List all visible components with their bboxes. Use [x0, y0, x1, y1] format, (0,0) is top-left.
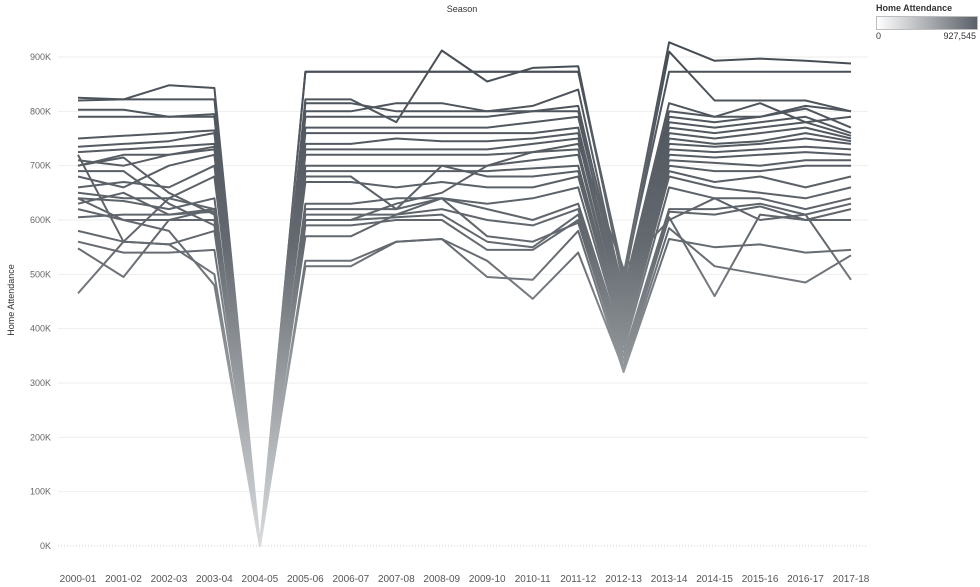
- series-line: [77, 205, 852, 547]
- x-tick-label: 2003-04: [196, 574, 233, 585]
- series-line: [77, 126, 852, 547]
- y-tick-label: 700K: [30, 161, 51, 171]
- series-line: [77, 175, 852, 547]
- y-tick-label: 600K: [30, 215, 51, 225]
- legend-min-label: 0: [876, 31, 882, 41]
- series-line: [77, 186, 852, 547]
- y-tick-label: 100K: [30, 487, 51, 497]
- x-tick-label: 2011-12: [560, 574, 596, 585]
- x-tick-label: 2009-10: [469, 574, 506, 585]
- series-line: [77, 156, 851, 547]
- series-line: [77, 121, 852, 547]
- series-line: [77, 164, 851, 547]
- x-tick-label: 2012-13: [605, 574, 642, 585]
- x-tick-label: 2006-07: [332, 574, 369, 585]
- series-line: [77, 137, 852, 547]
- x-tick-label: 2013-14: [651, 574, 688, 585]
- x-tick-label: 2002-03: [151, 574, 188, 585]
- x-tick-label: 2001-02: [105, 574, 142, 585]
- x-tick-label: 2014-15: [696, 574, 733, 585]
- legend-title: Home Attendance: [876, 3, 953, 13]
- series-line: [77, 104, 852, 547]
- x-tick-label: 2017-18: [833, 574, 870, 585]
- y-axis-label: Home Attendance: [6, 264, 16, 336]
- x-tick-label: 2007-08: [378, 574, 415, 585]
- series-line: [77, 170, 852, 547]
- y-axis-ticks: 0K 100K 200K 300K 400K 500K 600K 700K 800K 900K: [30, 52, 51, 551]
- y-tick-label: 800K: [30, 106, 51, 116]
- series-line: [77, 142, 852, 547]
- series-line: [78, 102, 852, 547]
- color-legend: Home Attendance 0 927,545: [876, 3, 980, 41]
- x-tick-label: 2010-11: [515, 574, 551, 585]
- series-line: [77, 115, 852, 547]
- series-line: [77, 197, 852, 547]
- x-tick-label: 2004-05: [242, 574, 279, 585]
- x-tick-label: 2000-01: [60, 574, 97, 585]
- x-tick-label: 2005-06: [287, 574, 324, 585]
- x-tick-label: 2015-16: [742, 574, 779, 585]
- series-line: [77, 70, 851, 547]
- y-tick-label: 0K: [40, 541, 51, 551]
- y-tick-label: 200K: [30, 432, 51, 442]
- y-tick-label: 900K: [30, 52, 51, 62]
- legend-max-label: 927,545: [943, 31, 976, 41]
- y-tick-label: 300K: [30, 378, 51, 388]
- gridlines: [58, 56, 868, 547]
- y-tick-label: 500K: [30, 269, 51, 279]
- legend-range: 0 927,545: [876, 31, 976, 41]
- x-tick-label: 2008-09: [423, 574, 460, 585]
- series-line: [78, 49, 852, 547]
- series-line: [77, 88, 852, 547]
- series-line: [77, 41, 852, 547]
- series-line: [77, 145, 852, 547]
- series-line: [78, 170, 852, 547]
- chart-title: Season: [447, 4, 478, 14]
- series-line: [77, 132, 852, 547]
- series-lines: [77, 41, 852, 547]
- x-tick-label: 2016-17: [787, 574, 824, 585]
- x-axis-ticks: 2000-01 2001-02 2002-03 2003-04 2004-05 2005-…: [60, 574, 870, 585]
- series-line: [77, 202, 852, 547]
- legend-gradient-bar: [876, 16, 978, 30]
- y-tick-label: 400K: [30, 324, 51, 334]
